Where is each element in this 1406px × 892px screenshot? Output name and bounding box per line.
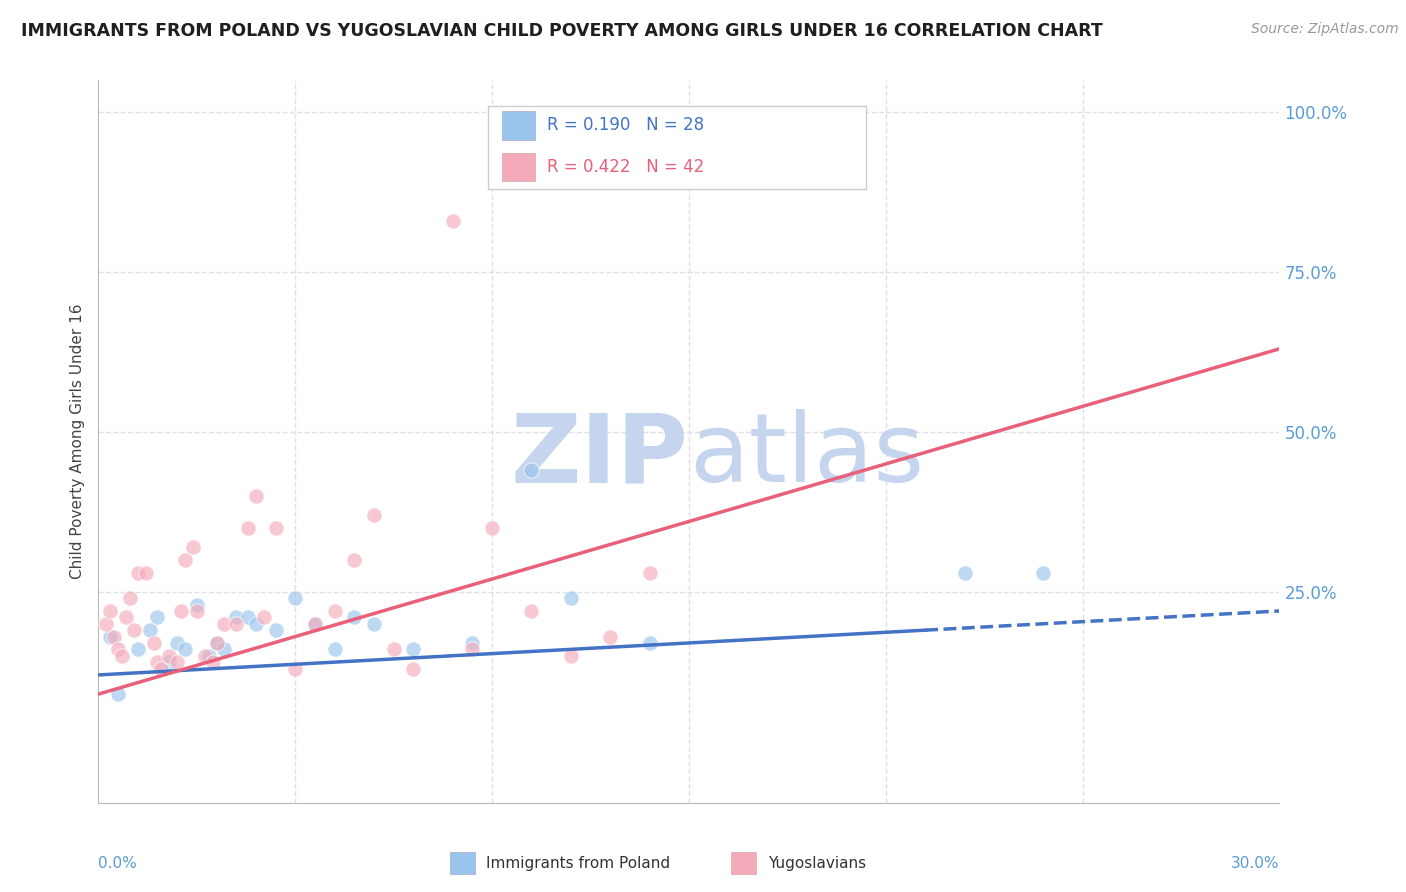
Point: [520, 463, 543, 477]
Point: [323, 604, 346, 618]
Point: [150, 661, 173, 675]
Point: [205, 636, 228, 650]
Point: [214, 616, 236, 631]
Text: 0.0%: 0.0%: [98, 856, 138, 871]
Y-axis label: Child Poverty Among Girls Under 16: Child Poverty Among Girls Under 16: [69, 304, 84, 579]
Point: [402, 661, 425, 675]
Point: [157, 648, 180, 663]
Point: [127, 566, 149, 580]
Point: [520, 604, 543, 618]
Point: [343, 610, 366, 624]
Point: [284, 661, 307, 675]
Point: [304, 616, 326, 631]
Text: R = 0.190   N = 28: R = 0.190 N = 28: [547, 117, 704, 135]
Point: [186, 604, 208, 618]
Point: [1032, 566, 1054, 580]
Text: Yugoslavians: Yugoslavians: [768, 856, 866, 871]
Point: [560, 648, 582, 663]
Point: [214, 642, 236, 657]
FancyBboxPatch shape: [502, 111, 536, 140]
Point: [253, 610, 276, 624]
Point: [98, 604, 121, 618]
Point: [197, 648, 219, 663]
Point: [107, 687, 129, 701]
Point: [115, 610, 138, 624]
Text: R = 0.422   N = 42: R = 0.422 N = 42: [547, 158, 704, 176]
Point: [402, 642, 425, 657]
Point: [343, 553, 366, 567]
Point: [363, 616, 385, 631]
Point: [461, 642, 484, 657]
Point: [225, 610, 247, 624]
Point: [98, 630, 121, 644]
Point: [560, 591, 582, 606]
Point: [323, 642, 346, 657]
Point: [166, 636, 188, 650]
Point: [481, 521, 503, 535]
Point: [135, 566, 157, 580]
Point: [103, 630, 125, 644]
Point: [382, 642, 405, 657]
Point: [245, 489, 267, 503]
Point: [461, 636, 484, 650]
Point: [127, 642, 149, 657]
Point: [181, 540, 204, 554]
Point: [599, 630, 621, 644]
FancyBboxPatch shape: [502, 153, 536, 181]
Point: [953, 566, 976, 580]
Point: [174, 553, 197, 567]
Point: [264, 521, 287, 535]
Point: [170, 604, 193, 618]
Point: [201, 655, 224, 669]
Point: [284, 591, 307, 606]
Text: atlas: atlas: [689, 409, 924, 502]
Text: Immigrants from Poland: Immigrants from Poland: [486, 856, 671, 871]
Point: [225, 616, 247, 631]
Point: [363, 508, 385, 522]
Text: ZIP: ZIP: [510, 409, 689, 502]
Point: [205, 636, 228, 650]
Point: [107, 642, 129, 657]
Point: [174, 642, 197, 657]
Point: [245, 616, 267, 631]
Point: [142, 636, 165, 650]
FancyBboxPatch shape: [488, 105, 866, 189]
Point: [146, 655, 169, 669]
Text: IMMIGRANTS FROM POLAND VS YUGOSLAVIAN CHILD POVERTY AMONG GIRLS UNDER 16 CORRELA: IMMIGRANTS FROM POLAND VS YUGOSLAVIAN CH…: [21, 22, 1102, 40]
Point: [638, 636, 661, 650]
Point: [236, 521, 259, 535]
Point: [304, 616, 326, 631]
Point: [111, 648, 134, 663]
Point: [236, 610, 259, 624]
Point: [441, 214, 464, 228]
Point: [157, 655, 180, 669]
Point: [186, 598, 208, 612]
Point: [138, 623, 160, 637]
Point: [638, 566, 661, 580]
Text: 30.0%: 30.0%: [1232, 856, 1279, 871]
Point: [166, 655, 188, 669]
Point: [194, 648, 217, 663]
Point: [96, 616, 118, 631]
Text: Source: ZipAtlas.com: Source: ZipAtlas.com: [1251, 22, 1399, 37]
Point: [122, 623, 145, 637]
Point: [146, 610, 169, 624]
Point: [264, 623, 287, 637]
Point: [118, 591, 141, 606]
